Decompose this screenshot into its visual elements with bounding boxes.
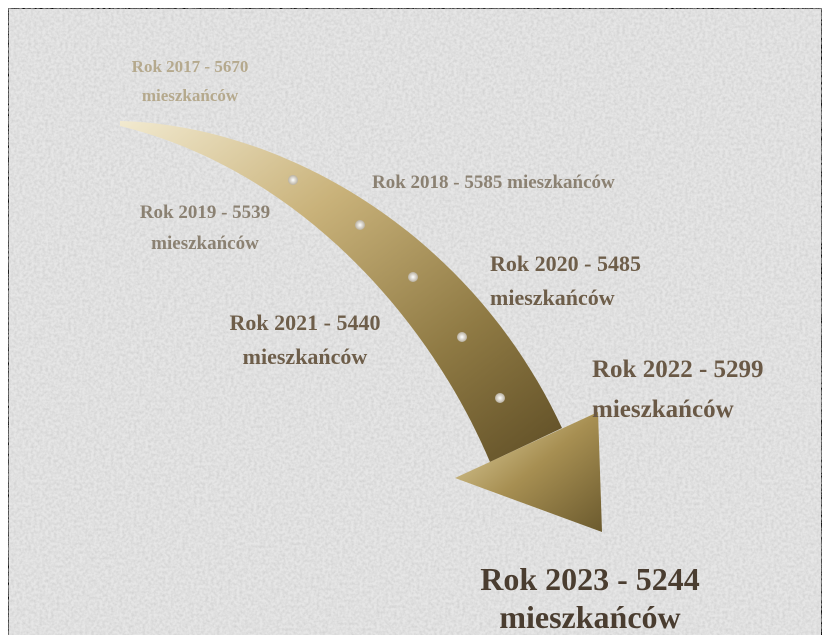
- arrow-head: [455, 412, 602, 532]
- arrow: [120, 121, 602, 532]
- dot: [408, 272, 418, 282]
- label: mieszkańców: [490, 285, 615, 310]
- label: mieszkańców: [142, 86, 239, 105]
- dot: [288, 175, 298, 185]
- label: mieszkańców: [243, 344, 368, 369]
- label: mieszkańców: [592, 396, 734, 423]
- label: Rok 2021 - 5440: [230, 310, 381, 335]
- label: mieszkańców: [151, 233, 259, 254]
- label: Rok 2018 - 5585 mieszkańców: [372, 172, 615, 193]
- label: mieszkańców: [499, 599, 680, 635]
- dot: [495, 393, 505, 403]
- dot: [355, 220, 365, 230]
- label: Rok 2022 - 5299: [592, 356, 764, 383]
- label: Rok 2019 - 5539: [140, 202, 270, 223]
- label: Rok 2023 - 5244: [480, 561, 700, 597]
- label: Rok 2017 - 5670: [132, 57, 249, 76]
- label: Rok 2020 - 5485: [490, 251, 641, 276]
- arrow-shaft: [120, 121, 562, 462]
- dot: [457, 332, 467, 342]
- labels: Rok 2017 - 5670 mieszkańców Rok 2018 - 5…: [132, 57, 764, 635]
